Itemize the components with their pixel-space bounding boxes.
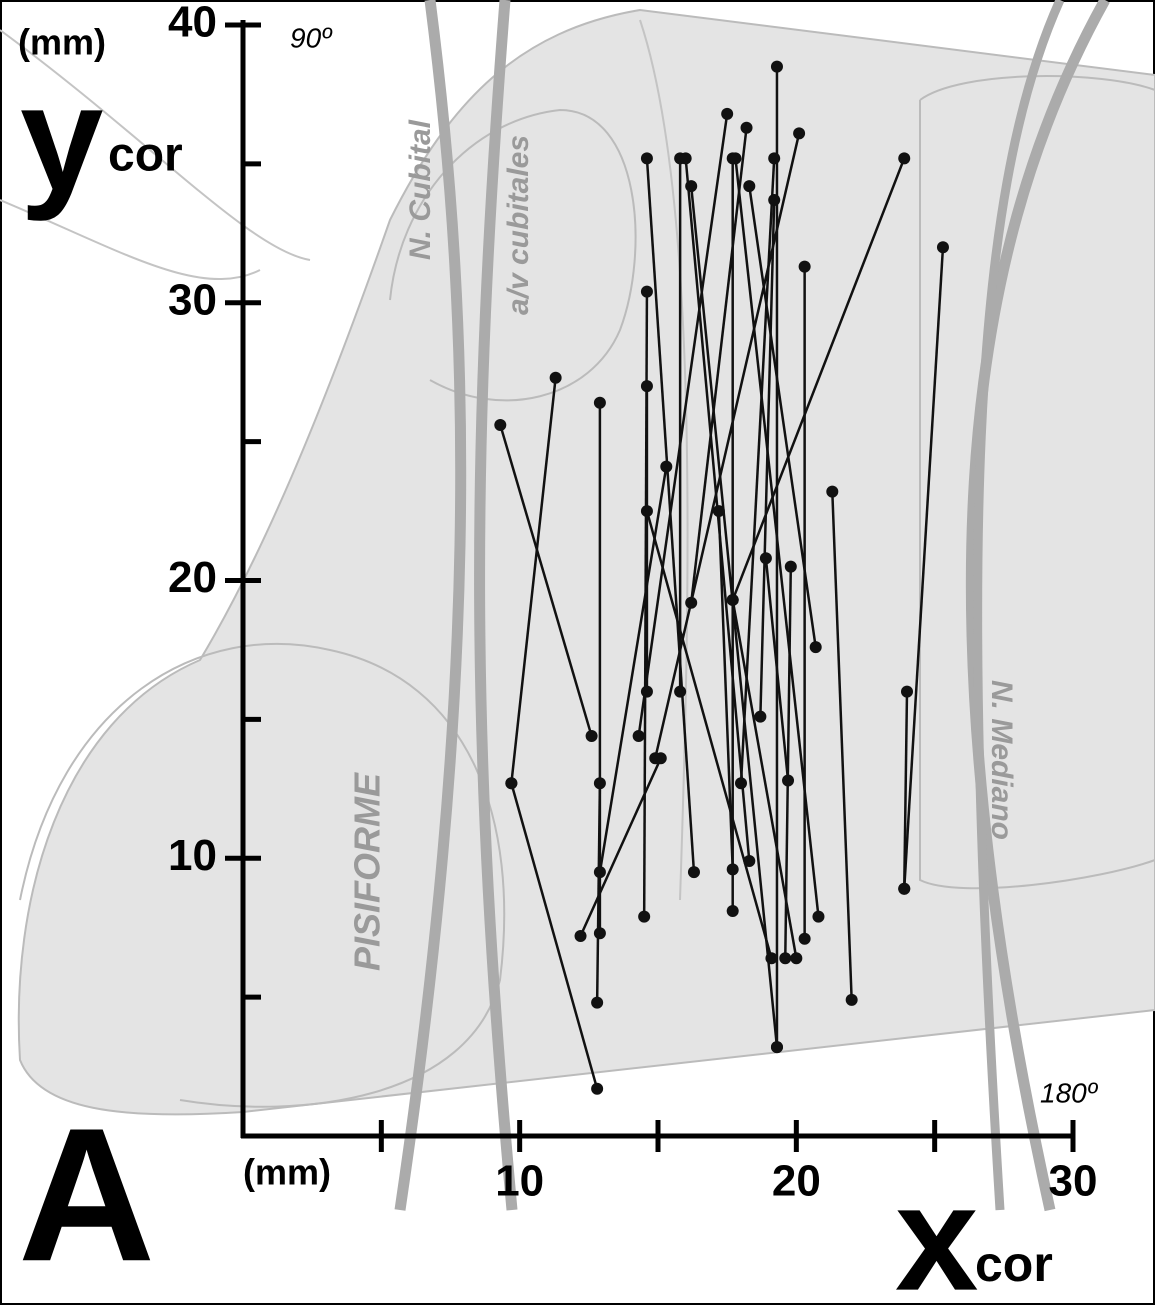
point [729,152,742,165]
point [798,932,811,945]
annotation: a/v cubitales [502,135,535,315]
segment [902,247,945,889]
annotation: N. Mediano [985,680,1018,840]
point [687,866,700,879]
x-tick-label: 20 [772,1157,821,1206]
x-tick-label: 10 [495,1157,544,1206]
point [735,777,747,790]
point [743,180,756,193]
segment [689,185,779,1048]
point [593,866,606,879]
point [712,505,725,518]
segment [579,757,662,937]
annotation: PISIFORME [347,772,388,971]
point [640,285,653,298]
point [782,774,795,787]
y-label: y [20,54,103,222]
segment [510,377,557,784]
x-unit: (mm) [243,1152,331,1193]
y-unit: (mm) [18,22,106,63]
point [574,930,587,943]
point [793,127,806,140]
point [593,927,606,940]
point [936,241,949,254]
angle-label: 90º [290,22,333,53]
segment [902,691,909,889]
point [593,777,606,790]
point [640,380,653,393]
point [726,593,739,606]
point [593,396,606,409]
point [754,710,767,723]
segment [831,491,853,1000]
point [790,952,803,965]
point [770,1041,783,1054]
point [826,485,839,498]
anatomy-background [0,0,1155,1212]
point [740,121,753,134]
point [768,193,781,206]
x-label: x [895,1154,978,1305]
y-tick-label: 30 [168,275,217,324]
point [660,460,673,473]
annotation: N. Cubital [404,119,437,260]
segment [654,133,801,759]
y-tick-label: 10 [168,831,217,880]
segment [499,424,593,737]
segment [731,157,906,601]
point [768,152,781,165]
point [798,260,811,273]
point [812,910,825,923]
point [494,418,507,431]
segment [510,782,599,1090]
segment [637,113,729,737]
y-tick-label: 20 [168,553,217,602]
point [784,560,797,573]
angle-label: 180º [1040,1077,1099,1108]
segment [784,566,793,959]
point [898,882,911,895]
segment [748,185,817,648]
point [638,910,651,923]
point [721,107,734,120]
y-label-sub: cor [108,129,183,182]
point [591,1082,604,1095]
point [898,152,911,165]
segment [595,783,602,1003]
segment [598,466,668,873]
point [505,777,518,790]
segment [731,599,798,959]
point [759,552,772,565]
y-tick-label: 40 [168,0,217,47]
point [674,685,687,698]
segment [689,127,748,603]
point [901,685,913,698]
point [809,641,822,654]
segment [764,558,790,781]
point [649,752,662,765]
point [845,993,858,1006]
panel-label: A [18,1089,155,1301]
segment [734,158,820,917]
segment [759,199,776,717]
point [549,371,562,384]
point [585,730,598,743]
point [765,952,778,965]
point [726,905,739,918]
point [591,996,604,1009]
segment [645,510,773,959]
x-tick-label: 30 [1049,1157,1098,1206]
x-label-sub: cor [975,1236,1053,1292]
point [679,152,692,165]
point [726,863,739,876]
point [770,60,783,73]
point [779,952,792,965]
point [640,152,653,165]
point [640,685,653,698]
point [632,730,645,743]
